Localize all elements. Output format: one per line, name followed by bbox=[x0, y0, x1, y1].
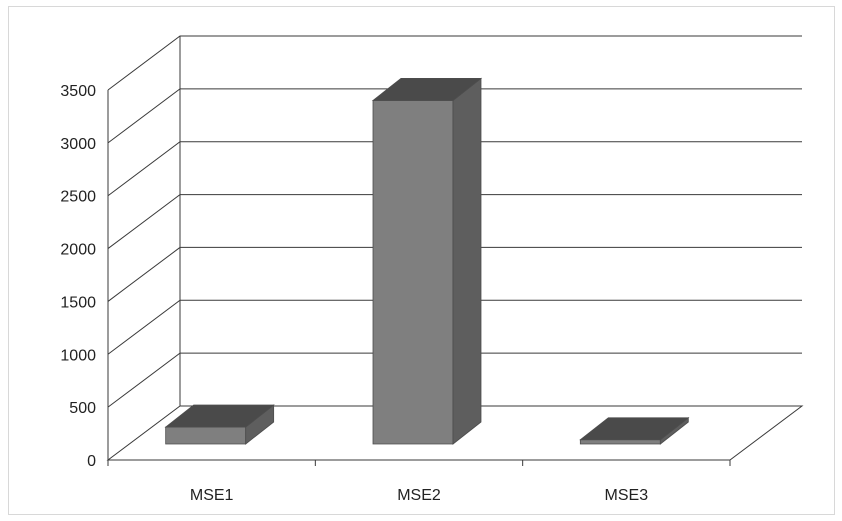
gridline-500 bbox=[107, 352, 802, 408]
bar-top-face bbox=[579, 417, 690, 441]
y-tick-label: 3500 bbox=[60, 83, 96, 100]
y-tick-label: 3000 bbox=[60, 136, 96, 153]
chart-border bbox=[8, 6, 835, 515]
x-category-label: MSE2 bbox=[397, 487, 441, 504]
y-axis-ticks: 0 500 1000 1500 2000 2500 3000 3500 bbox=[60, 83, 96, 470]
bar-side-face bbox=[452, 77, 482, 445]
bar-front-face bbox=[165, 426, 247, 445]
x-category-label: MSE3 bbox=[605, 487, 649, 504]
gridline-1000 bbox=[107, 299, 802, 355]
x-category-label: MSE1 bbox=[190, 487, 234, 504]
bar-mse3 bbox=[579, 416, 690, 445]
chart-frame bbox=[8, 6, 835, 515]
gridline-3000 bbox=[107, 88, 802, 144]
bar-mse2 bbox=[371, 77, 483, 445]
bar-top-face bbox=[371, 78, 483, 101]
y-tick-label: 500 bbox=[69, 400, 96, 417]
bars bbox=[164, 77, 690, 445]
bar-front-face bbox=[372, 100, 454, 445]
y-tick-label: 2000 bbox=[60, 242, 96, 259]
y-tick-label: 2500 bbox=[60, 189, 96, 206]
bar-mse1 bbox=[164, 404, 275, 445]
x-axis-categories: MSE1 MSE2 MSE3 bbox=[190, 487, 648, 504]
y-tick-label: 1500 bbox=[60, 294, 96, 311]
gridlines bbox=[107, 35, 802, 408]
gridline-1500 bbox=[107, 246, 802, 302]
gridline-2500 bbox=[107, 141, 802, 197]
bar-top-face bbox=[164, 404, 275, 428]
bar-front-face bbox=[579, 439, 661, 445]
gridline-2000 bbox=[107, 194, 802, 249]
gridline-3500 bbox=[107, 35, 802, 91]
y-tick-label: 1000 bbox=[60, 347, 96, 364]
y-tick-label: 0 bbox=[87, 453, 96, 470]
